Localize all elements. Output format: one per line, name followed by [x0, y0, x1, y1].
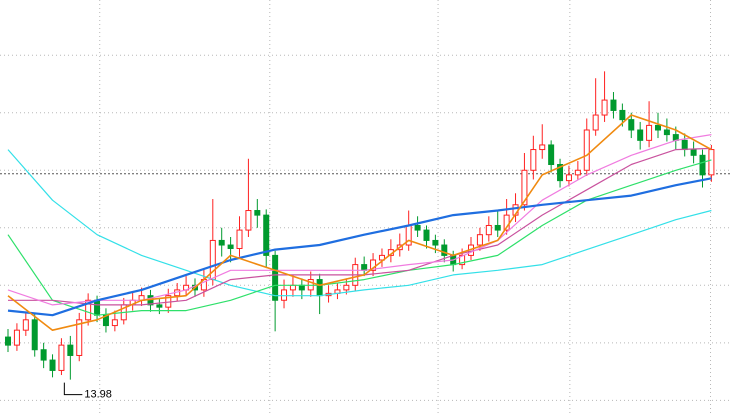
candle-body	[156, 304, 163, 308]
moving-average-line	[7, 159, 712, 316]
candle-body	[548, 144, 555, 166]
candle-body	[565, 174, 572, 182]
candle-body	[423, 229, 430, 241]
annotation-line	[63, 382, 83, 396]
candle-body	[218, 239, 225, 246]
candle-body	[485, 224, 492, 236]
candle-body	[378, 254, 385, 261]
candle-body	[672, 134, 679, 141]
candle-body	[494, 224, 501, 231]
candle-body	[619, 109, 626, 121]
candle-body	[316, 279, 323, 297]
candle-body	[708, 149, 715, 176]
candle-body	[521, 169, 528, 206]
candle-body	[49, 359, 56, 371]
candle-body	[441, 244, 448, 256]
candle-body	[592, 114, 599, 131]
candle-body	[343, 284, 350, 291]
candle-body	[227, 244, 234, 249]
candle-body	[281, 289, 288, 301]
candle-body	[663, 129, 670, 136]
candle-body	[67, 344, 74, 356]
candle-body	[111, 319, 118, 327]
candle-body	[539, 144, 546, 151]
candle-body	[628, 119, 635, 131]
candle-body	[637, 129, 644, 141]
candle-body	[31, 319, 38, 351]
candle-body	[601, 99, 608, 116]
candle-body	[432, 239, 439, 246]
candle-body	[254, 210, 261, 216]
candle-body	[94, 299, 101, 316]
candle-body	[583, 129, 590, 171]
low-annotation: 13.98	[84, 389, 112, 401]
candle-body	[654, 124, 661, 131]
candle-body	[557, 164, 564, 182]
candle-body	[610, 99, 617, 111]
candle-body	[459, 254, 466, 266]
candle-body	[58, 344, 65, 371]
moving-average-line	[7, 149, 712, 297]
candle-body	[236, 229, 243, 249]
moving-average-line	[7, 114, 712, 331]
moving-average-line	[7, 134, 712, 306]
candle-body	[646, 124, 653, 141]
candle-body	[690, 149, 697, 156]
candle-body	[289, 284, 296, 291]
candle-body	[530, 149, 537, 171]
candle-body	[298, 284, 305, 291]
candle-body	[76, 319, 83, 356]
candle-body	[699, 154, 706, 176]
candle-body	[414, 224, 421, 231]
candle-body	[476, 234, 483, 246]
candle-body	[13, 329, 20, 346]
candle-body	[22, 319, 29, 331]
candle-body	[263, 214, 270, 256]
candle-body	[85, 299, 92, 321]
candle-body	[681, 139, 688, 151]
candle-body	[5, 336, 12, 346]
moving-average-line	[7, 177, 712, 317]
candle-body	[574, 169, 581, 176]
candle-body	[272, 254, 279, 301]
candle-body	[245, 210, 252, 231]
candle-body	[40, 349, 47, 361]
